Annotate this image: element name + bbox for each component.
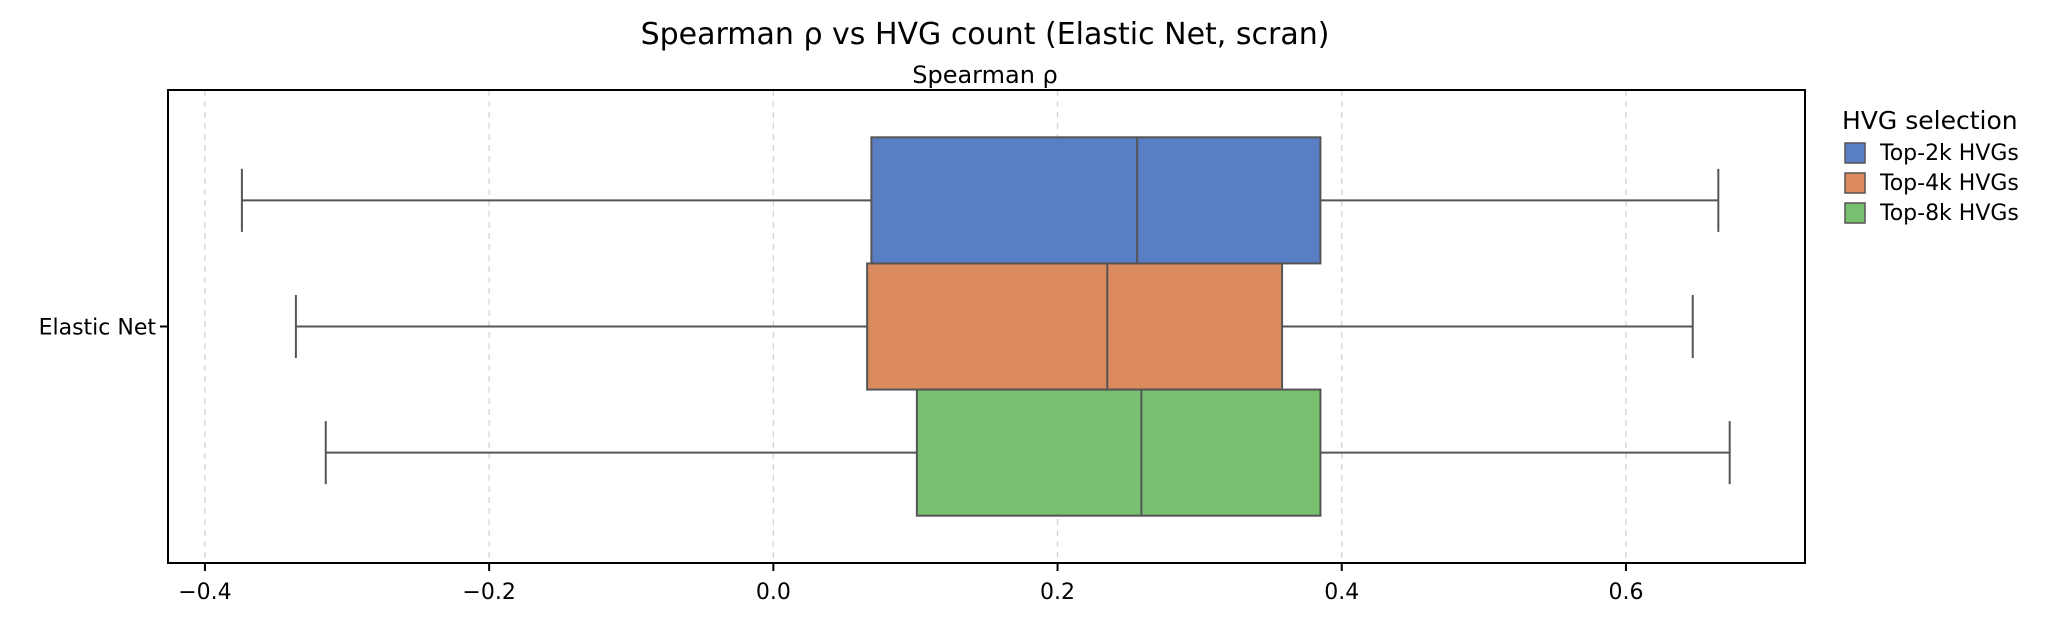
y-tick-label: Elastic Net [39, 316, 157, 341]
legend-swatch [1844, 142, 1866, 164]
x-tick-label: −0.2 [462, 580, 515, 605]
x-tick-label: −0.4 [178, 580, 231, 605]
legend-title: HVG selection [1842, 106, 2018, 135]
box [915, 388, 1322, 517]
x-tick-label: 0.0 [756, 580, 791, 605]
x-axis: −0.4 −0.2 0.0 0.2 0.4 0.6 [178, 563, 1643, 605]
y-axis: Elastic Net [39, 316, 168, 341]
box [870, 136, 1322, 265]
legend-label: Top-4k HVGs [1879, 171, 2019, 196]
legend-swatch [1844, 202, 1866, 224]
chart-subtitle: Spearman ρ [912, 61, 1058, 89]
legend-swatch [1844, 172, 1866, 194]
boxes [240, 136, 1731, 517]
x-tick-label: 0.6 [1608, 580, 1643, 605]
legend-label: Top-2k HVGs [1879, 141, 2019, 166]
x-tick-label: 0.2 [1040, 580, 1075, 605]
chart-title: Spearman ρ vs HVG count (Elastic Net, sc… [641, 17, 1330, 52]
legend-label: Top-8k HVGs [1879, 201, 2019, 226]
legend: HVG selection Top-2k HVGs Top-4k HVGs Top-… [1842, 106, 2019, 226]
x-tick-label: 0.4 [1324, 580, 1359, 605]
box [866, 262, 1284, 391]
